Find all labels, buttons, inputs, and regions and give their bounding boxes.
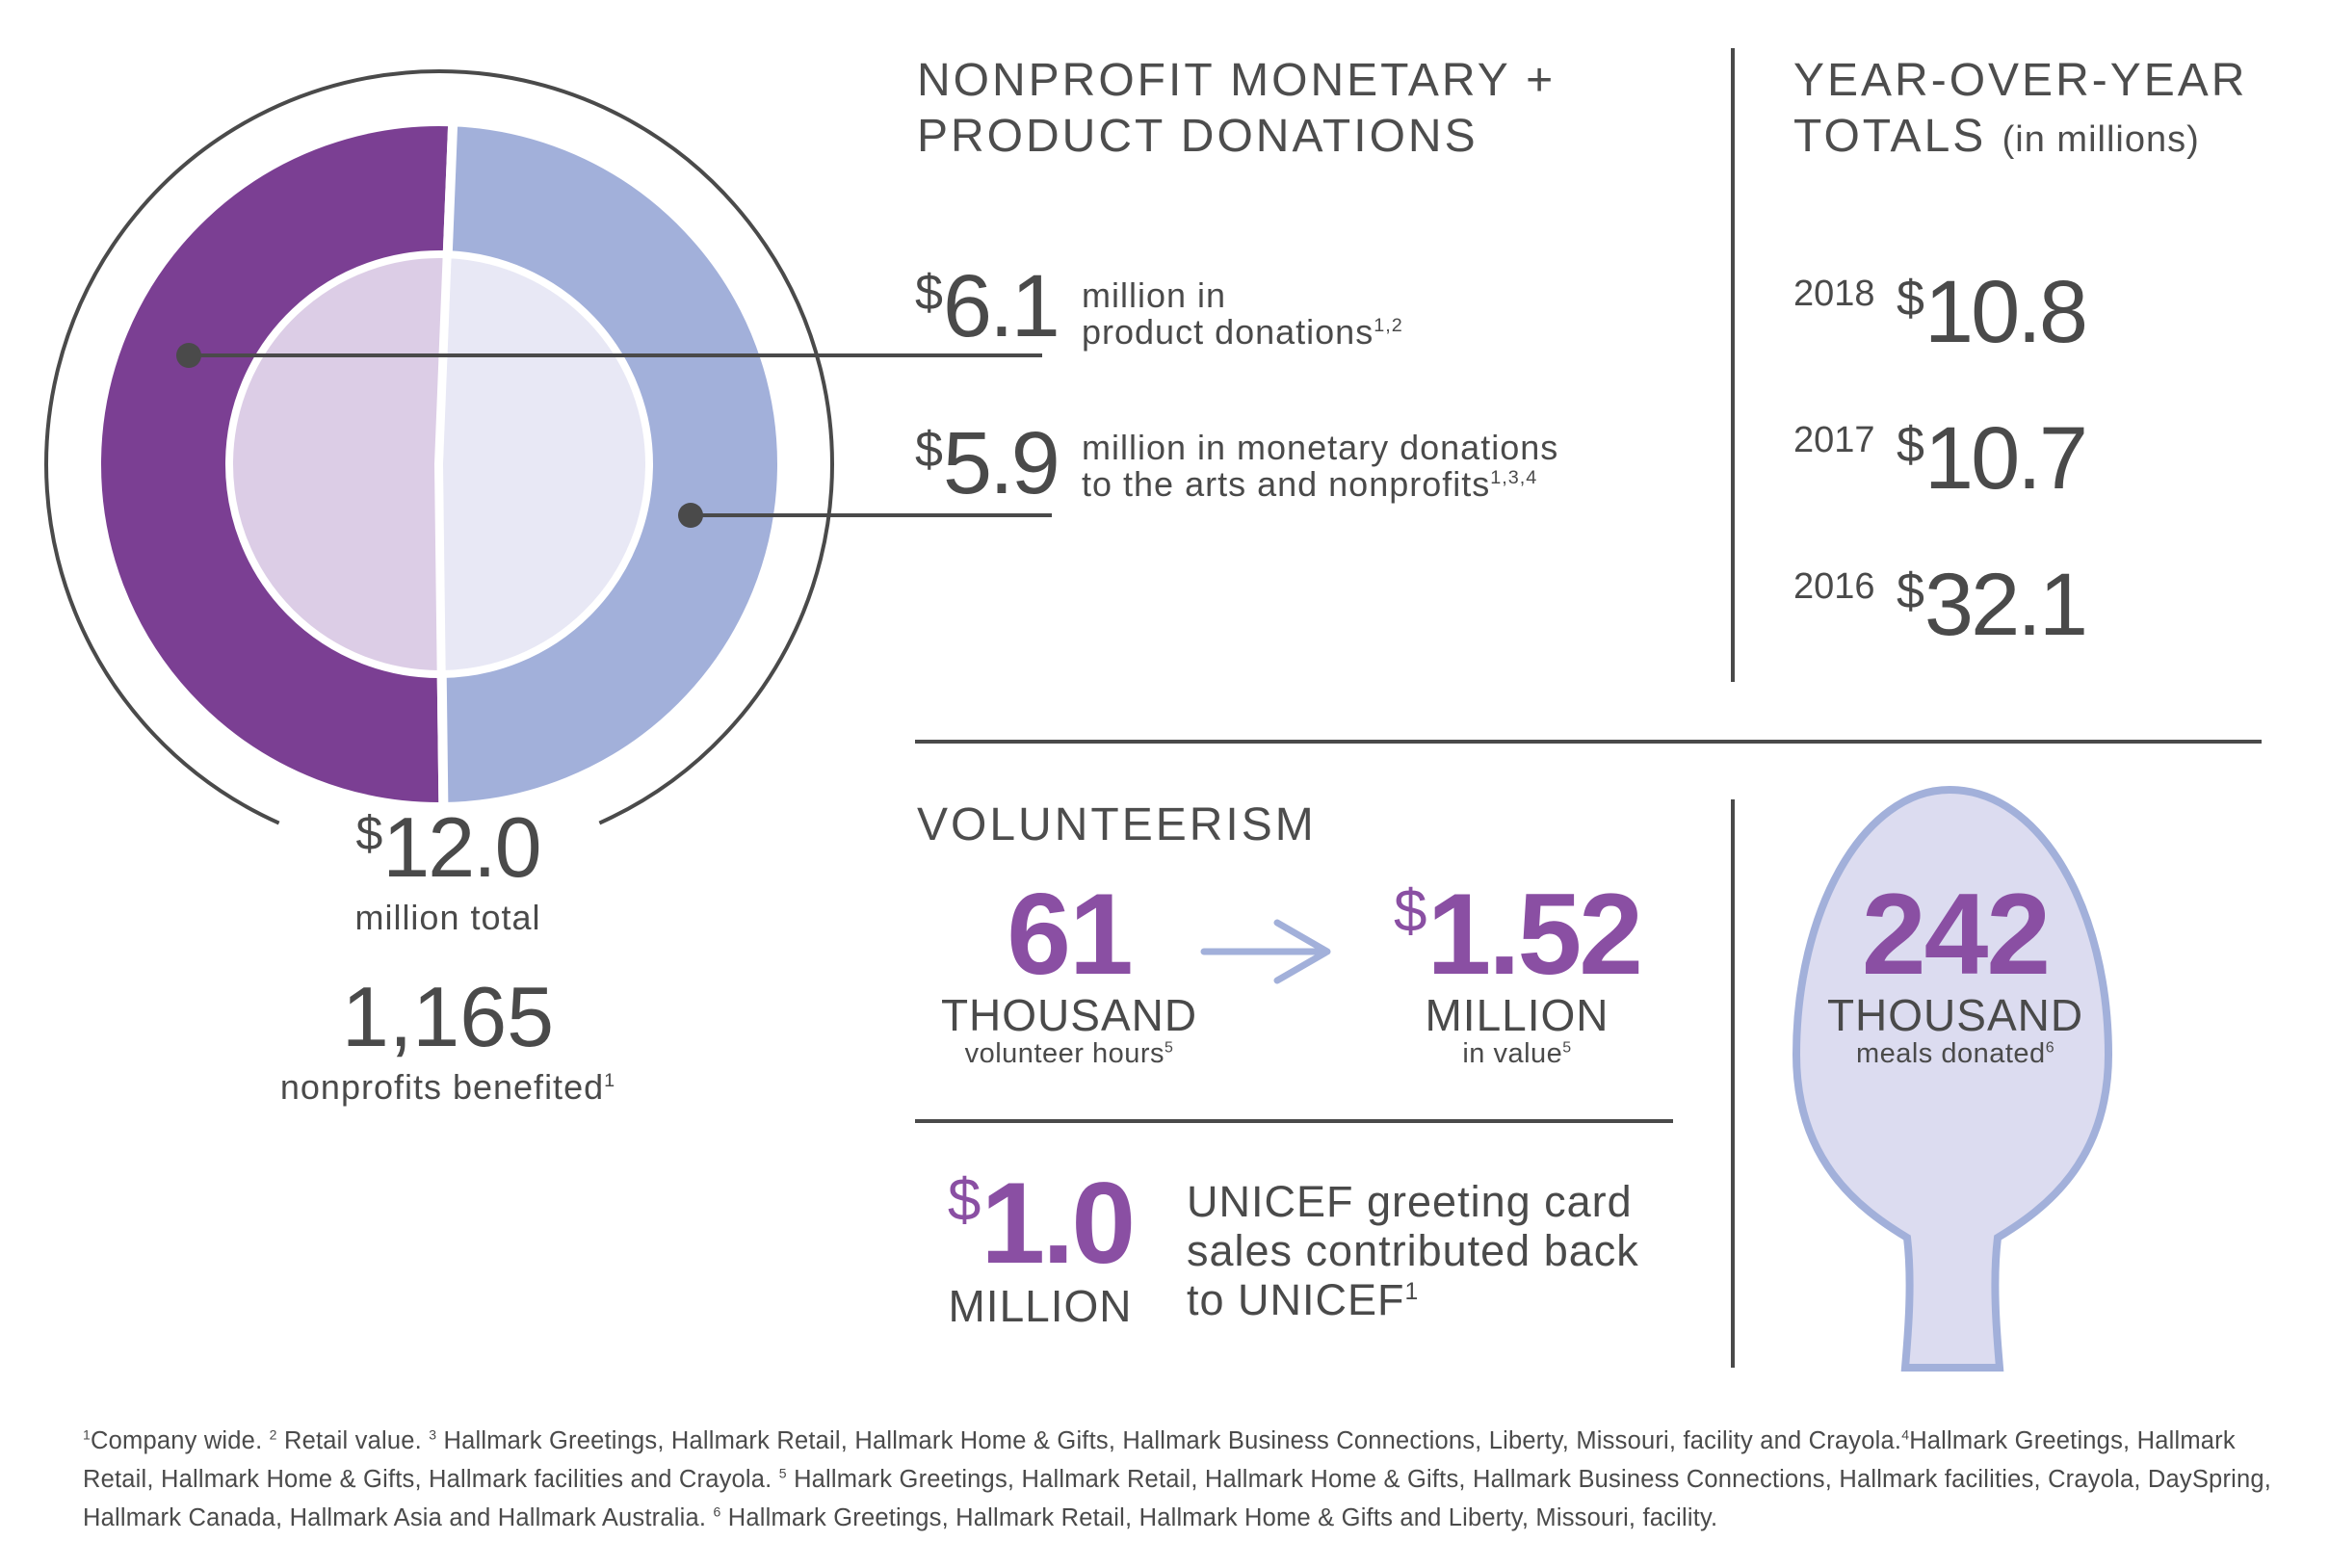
horizontal-divider [915, 740, 2262, 744]
donut-chart [44, 69, 1052, 825]
hours-value: 61 [1007, 870, 1133, 999]
yoy-year: 2018 [1793, 274, 1875, 314]
product-label: million in product donations1,2 [1082, 277, 1403, 351]
footnote-ref: 5 [1164, 1039, 1174, 1057]
monetary-amount-value: 5.9 [942, 414, 1060, 512]
dollar-sign: $ [1897, 271, 1924, 327]
donut-inner-product-donations [225, 250, 452, 678]
product-amount-value: 6.1 [942, 257, 1060, 355]
donut-inner-monetary-donations [434, 250, 653, 679]
unicef-amount-value: 1.0 [981, 1159, 1136, 1288]
footnote-text: Hallmark Greetings, Hallmark Retail, Hal… [83, 1427, 2236, 1493]
nonprofits-label: nonprofits benefited1 [173, 1069, 722, 1106]
total-amount: 12.0 [382, 799, 541, 895]
dollar-sign: $ [1897, 417, 1924, 473]
unicef-unit: MILLION [948, 1281, 1133, 1331]
yoy-heading-unit: (in millions) [2002, 118, 2200, 160]
yoy-amount: 10.8 [1923, 263, 2088, 361]
nonprofits-label-text: nonprofits benefited [279, 1067, 605, 1107]
footnote-ref: 1 [604, 1070, 616, 1091]
volunteer-hours: 61 THOUSAND volunteer hours5 [905, 876, 1233, 1070]
yoy-year: 2017 [1793, 420, 1875, 460]
product-amount: $6.1 [915, 262, 1060, 351]
footnote-text: Hallmark Greetings, Hallmark Retail, Hal… [727, 1504, 1718, 1531]
footnote-number: 5 [778, 1465, 787, 1481]
footnote-ref: 1,2 [1374, 314, 1403, 336]
donations-heading-line1: NONPROFIT MONETARY + [917, 55, 1557, 106]
monetary-amount: $5.9 [915, 419, 1060, 508]
meals-unit: THOUSAND [1826, 990, 2084, 1040]
dollar-sign: $ [355, 806, 383, 860]
donut-group [44, 69, 1052, 825]
unicef-line2: sales contributed back [1187, 1226, 1639, 1275]
total-label: million total [354, 898, 541, 937]
footnote-number: 6 [713, 1503, 721, 1520]
footnote-ref: 1 [1404, 1279, 1420, 1305]
footnote-ref: 5 [1562, 1039, 1572, 1057]
hours-label: volunteer hours [964, 1038, 1165, 1070]
meals-value: 242 [1861, 870, 2051, 999]
value-unit: MILLION [1425, 990, 1609, 1040]
meals: 242 THOUSAND meals donated6 [1792, 876, 2119, 1070]
donut-total: $12.0 [241, 805, 655, 890]
footnotes: 1Company wide. 2 Retail value. 3 Hallmar… [83, 1422, 2289, 1537]
leader-dot-product [176, 343, 201, 368]
yoy-row: 2017 $10.7 [1793, 414, 2088, 503]
unicef-line3: to UNICEF [1187, 1275, 1405, 1324]
donations-heading: NONPROFIT MONETARY + PRODUCT DONATIONS [917, 53, 1556, 164]
product-label-line1: million in [1082, 275, 1227, 315]
footnote-number: 1 [83, 1426, 91, 1443]
dollar-sign: $ [915, 265, 943, 321]
donations-heading-line2: PRODUCT DONATIONS [917, 110, 1479, 162]
vertical-divider-bottom [1731, 799, 1735, 1368]
dollar-sign: $ [1393, 878, 1427, 945]
dollar-sign: $ [915, 422, 943, 478]
vertical-divider-top [1731, 48, 1735, 682]
dollar-sign: $ [947, 1167, 981, 1234]
footnote-number: 4 [1901, 1426, 1910, 1443]
footnote-text: Hallmark Greetings, Hallmark Retail, Hal… [83, 1466, 2272, 1531]
product-label-line2: product donations [1082, 311, 1374, 352]
footnote-text: Hallmark Greetings, Hallmark Retail, Hal… [443, 1427, 1902, 1454]
yoy-heading-line2: TOTALS [1793, 110, 1987, 162]
footnote-number: 3 [429, 1426, 437, 1443]
yoy-amount: 32.1 [1923, 556, 2088, 654]
yoy-row: 2018 $10.8 [1793, 268, 2088, 356]
yoy-row: 2016 $32.1 [1793, 561, 2088, 649]
arrow-icon [1200, 919, 1331, 984]
monetary-label: million in monetary donations to the art… [1082, 430, 1558, 503]
footnote-ref: 6 [2045, 1039, 2055, 1057]
hours-unit: THOUSAND [940, 990, 1198, 1040]
yoy-heading: YEAR-OVER-YEAR TOTALS (in millions) [1793, 53, 2247, 164]
footnote-ref: 1,3,4 [1490, 466, 1538, 488]
value-label: in value [1462, 1038, 1563, 1070]
donut-outline-ring [44, 69, 834, 825]
monetary-label-line2: to the arts and nonprofits [1082, 463, 1491, 504]
yoy-amount: 10.7 [1923, 409, 2088, 508]
value-amount: 1.52 [1426, 870, 1643, 999]
dollar-sign: $ [1897, 563, 1924, 619]
volunteer-value: $1.52 MILLION in value5 [1339, 876, 1695, 1070]
yoy-year: 2016 [1793, 566, 1875, 607]
spoon-icon [1792, 785, 2113, 1372]
unicef-line1: UNICEF greeting card [1187, 1177, 1633, 1226]
volunteerism-divider [915, 1119, 1673, 1123]
yoy-heading-line1: YEAR-OVER-YEAR [1793, 55, 2248, 106]
volunteerism-heading: VOLUNTEERISM [917, 799, 1317, 850]
footnote-text: Retail value. [283, 1427, 422, 1454]
unicef-label: UNICEF greeting card sales contributed b… [1187, 1177, 1639, 1324]
footnote-text: Company wide. [91, 1427, 263, 1454]
unicef-amount: $1.0 MILLION [905, 1165, 1175, 1332]
meals-label: meals donated [1855, 1038, 2046, 1070]
monetary-label-line1: million in monetary donations [1082, 428, 1559, 467]
footnote-number: 2 [269, 1426, 277, 1443]
leader-dot-monetary [678, 503, 703, 528]
nonprofits-count: 1,165 [341, 969, 555, 1064]
